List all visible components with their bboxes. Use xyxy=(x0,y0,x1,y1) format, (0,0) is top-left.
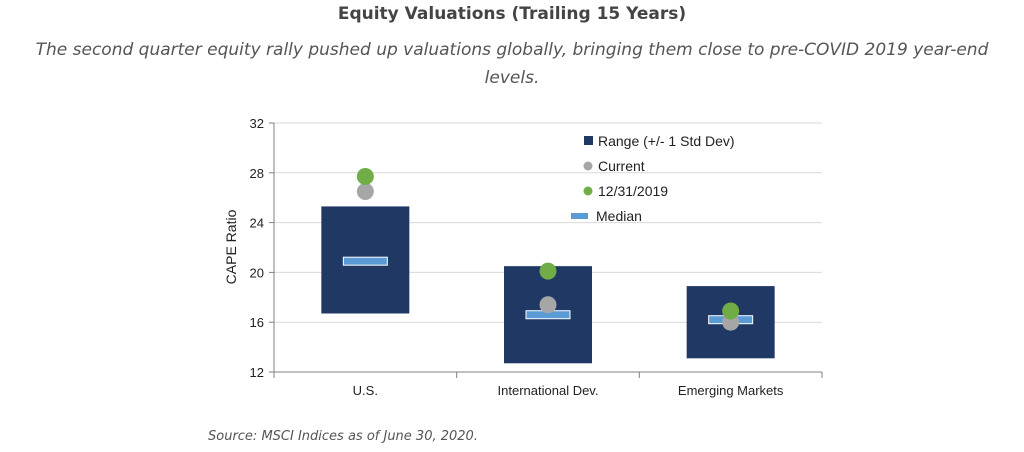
legend-label: 12/31/2019 xyxy=(598,183,668,199)
source-note: Source: MSCI Indices as of June 30, 2020… xyxy=(208,429,478,444)
legend-swatch-yearend xyxy=(583,186,593,196)
y-tick-label: 20 xyxy=(250,265,264,280)
range-bars xyxy=(321,206,775,364)
yearend-point xyxy=(356,168,374,186)
median-marker xyxy=(342,256,388,266)
x-tick-label: U.S. xyxy=(353,383,378,398)
x-tick-label: Emerging Markets xyxy=(678,383,784,398)
y-tick-label: 28 xyxy=(250,166,264,181)
axes: 12 16 20 24 28 32 U.S. International Dev. Emergi… xyxy=(250,116,823,398)
legend-label: Median xyxy=(596,208,642,224)
yearend-point xyxy=(539,262,557,280)
legend-swatch-current xyxy=(583,161,593,171)
y-tick-label: 32 xyxy=(250,116,264,131)
data-marks xyxy=(342,168,754,331)
legend-swatch-median xyxy=(571,213,588,219)
chart-subtitle: The second quarter equity rally pushed u… xyxy=(35,40,989,88)
y-axis-label: CAPE Ratio xyxy=(223,209,239,284)
current-point xyxy=(539,296,557,314)
y-tick-label: 24 xyxy=(250,216,264,231)
y-tick-label: 16 xyxy=(250,315,264,330)
legend-label: Range (+/- 1 Std Dev) xyxy=(598,133,735,149)
chart-title: Equity Valuations (Trailing 15 Years) xyxy=(337,4,687,24)
x-tick-label: International Dev. xyxy=(498,383,599,398)
yearend-point xyxy=(722,302,740,320)
legend-swatch-range xyxy=(584,136,593,145)
legend-label: Current xyxy=(598,158,645,174)
legend: Range (+/- 1 Std Dev) Current 12/31/2019 Me… xyxy=(571,133,735,224)
y-tick-label: 12 xyxy=(250,365,264,380)
current-point xyxy=(356,182,374,200)
